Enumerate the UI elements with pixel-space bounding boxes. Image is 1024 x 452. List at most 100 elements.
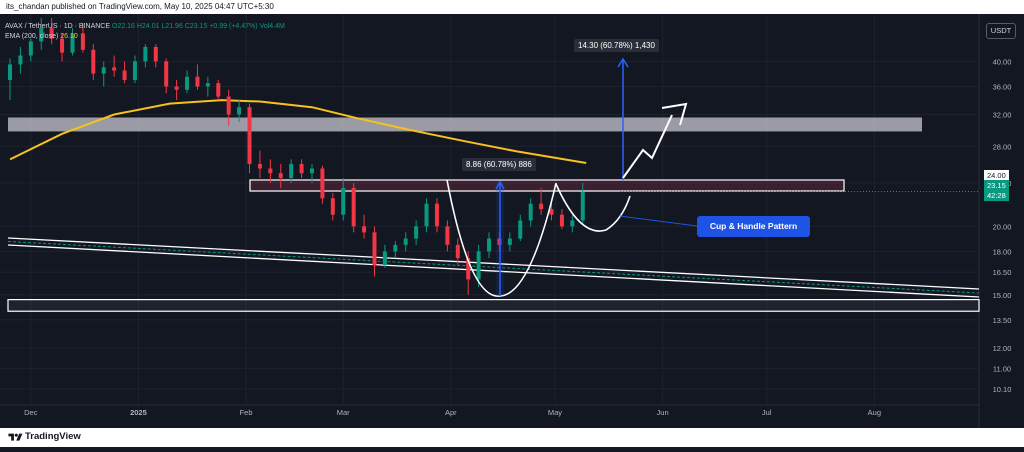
trendline-lower	[7, 244, 980, 298]
y-tick-label: 20.00	[993, 222, 1012, 231]
candle-body[interactable]	[216, 83, 221, 97]
candle-body[interactable]	[289, 163, 294, 179]
candle-body[interactable]	[351, 187, 356, 227]
candle-body[interactable]	[49, 28, 54, 39]
price-axis[interactable]	[979, 14, 1024, 428]
candle-body[interactable]	[70, 33, 75, 53]
candle-body[interactable]	[445, 226, 450, 245]
candle-body[interactable]	[507, 238, 512, 245]
y-tick-label: 11.00	[993, 365, 1011, 374]
candle-body[interactable]	[164, 61, 169, 87]
candle-body[interactable]	[268, 168, 273, 174]
legend-ema-value: 26.10	[60, 33, 78, 40]
candle-body[interactable]	[60, 38, 65, 53]
publisher-text: its_chandan published on TradingView.com…	[6, 2, 274, 11]
y-tick-label: 32.00	[993, 110, 1012, 119]
candle-body[interactable]	[487, 238, 492, 252]
candle-body[interactable]	[8, 64, 12, 80]
x-tick-label: Jul	[762, 408, 772, 417]
candle-body[interactable]	[341, 187, 346, 215]
legend-open: O22.16	[111, 23, 135, 30]
candle-body[interactable]	[320, 168, 325, 199]
y-tick-label: 13.50	[993, 316, 1012, 325]
x-tick-label: Dec	[24, 408, 38, 417]
candle-body[interactable]	[143, 46, 148, 62]
y-tick-label: 18.00	[993, 247, 1012, 256]
y-tick-label: 10.10	[993, 385, 1012, 394]
candle-body[interactable]	[112, 67, 117, 71]
candle-body[interactable]	[195, 76, 200, 87]
candle-body[interactable]	[539, 203, 544, 210]
legend-ema-row: EMA (200, close) 26.10	[5, 32, 285, 42]
candle-body[interactable]	[205, 83, 210, 87]
candle-body[interactable]	[528, 203, 533, 221]
candle-body[interactable]	[257, 163, 262, 169]
candle-body[interactable]	[382, 251, 387, 266]
candle-body[interactable]	[476, 251, 481, 280]
y-tick-label: 12.00	[993, 344, 1012, 353]
candle-body[interactable]	[362, 226, 367, 233]
tradingview-logo-icon	[8, 433, 23, 441]
candle-body[interactable]	[466, 258, 471, 280]
legend-symbol[interactable]: AVAX / TetherUS · 1D · BINANCE	[5, 23, 111, 30]
candle-body[interactable]	[424, 203, 429, 227]
candle-body[interactable]	[455, 244, 460, 259]
candle-body[interactable]	[153, 46, 158, 62]
cup-curve	[446, 179, 557, 297]
measure-cup-arrowhead	[495, 180, 505, 190]
candle-body[interactable]	[414, 226, 419, 239]
x-tick-label: Jun	[657, 408, 669, 417]
candle-body[interactable]	[39, 28, 44, 42]
callout-pointer	[619, 215, 698, 227]
trendline-upper	[7, 237, 980, 290]
ema-200-line[interactable]	[9, 99, 587, 164]
candle-body[interactable]	[174, 86, 179, 90]
candle-body[interactable]	[559, 214, 564, 227]
candle-body[interactable]	[570, 220, 575, 227]
currency-selector[interactable]: USDT	[986, 23, 1016, 39]
candle-body[interactable]	[309, 168, 314, 174]
candle-body[interactable]	[518, 220, 523, 239]
candle-body[interactable]	[372, 232, 377, 266]
legend-ema-label[interactable]: EMA (200, close)	[5, 33, 59, 40]
measure-label-target: 14.30 (60.78%) 1,430	[574, 39, 659, 52]
candle-body[interactable]	[91, 49, 96, 74]
candle-body[interactable]	[403, 238, 408, 245]
candle-body[interactable]	[80, 33, 85, 50]
legend-volume: Vol4.4M	[259, 23, 285, 30]
candle-body[interactable]	[226, 96, 231, 115]
candle-body[interactable]	[122, 70, 127, 80]
candle-body[interactable]	[549, 209, 554, 215]
projected-arrowhead	[661, 102, 688, 126]
resistance-zone	[8, 117, 922, 132]
candle-body[interactable]	[278, 173, 283, 179]
candle-body[interactable]	[237, 107, 242, 115]
candle-body[interactable]	[101, 67, 106, 74]
legend-close: C23.15	[184, 23, 208, 30]
candle-body[interactable]	[132, 61, 137, 80]
candle-body[interactable]	[580, 191, 585, 221]
candle-body[interactable]	[18, 55, 23, 65]
candle-body[interactable]	[28, 41, 33, 56]
measure-label-cup: 8.86 (60.78%) 886	[462, 158, 536, 171]
candle-body[interactable]	[185, 76, 190, 90]
y-tick-label: 28.00	[993, 142, 1012, 151]
footer-bar: TradingView	[0, 428, 1024, 447]
legend-change: +0.99 (+4.47%)	[209, 23, 258, 30]
candle-body[interactable]	[247, 107, 252, 164]
y-tick-label: 16.50	[993, 268, 1012, 277]
legend-low: L21.96	[161, 23, 183, 30]
candle-body[interactable]	[434, 203, 439, 227]
support-zone	[7, 299, 980, 312]
x-tick-label: Feb	[240, 408, 253, 417]
candle-body[interactable]	[330, 198, 335, 215]
candle-body[interactable]	[299, 163, 304, 174]
price-tag-line: 24.00	[984, 170, 1009, 181]
symbol-legend: AVAX / TetherUS · 1D · BINANCE O22.16 H2…	[5, 22, 285, 42]
trendline-mid	[7, 241, 980, 294]
candle-body[interactable]	[393, 244, 398, 252]
